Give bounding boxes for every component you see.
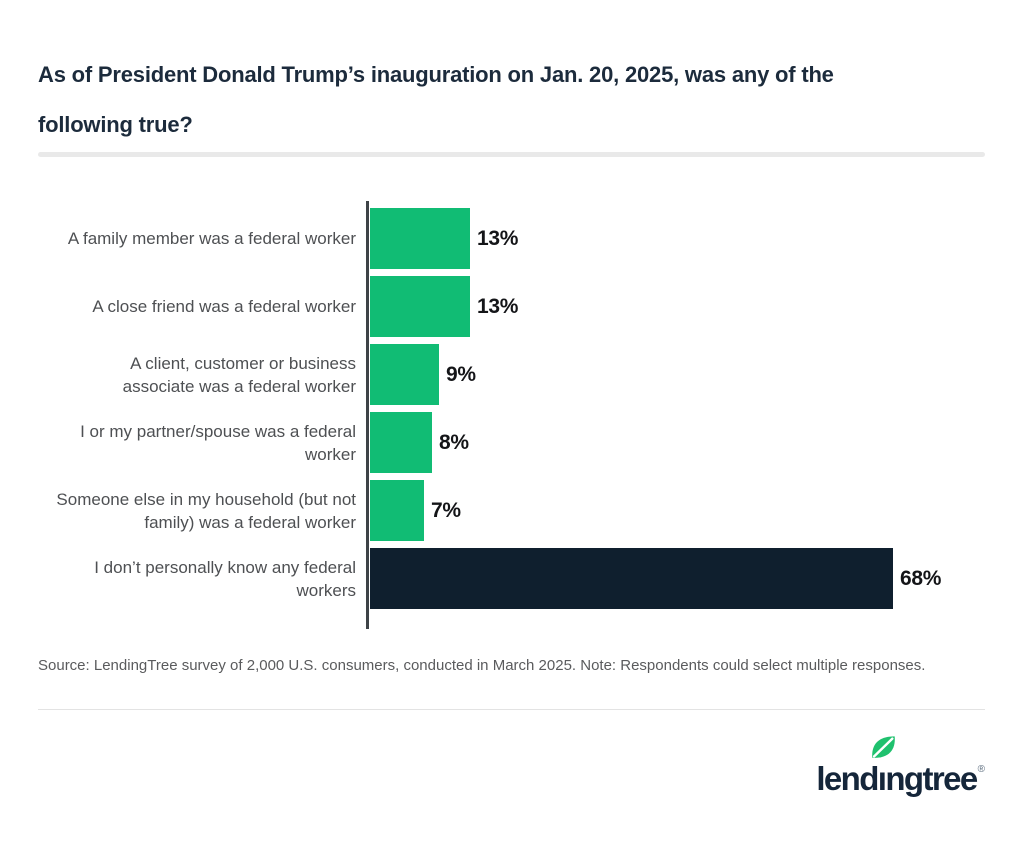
value-label: 68% bbox=[900, 566, 942, 590]
chart-title-line-1: As of President Donald Trump’s inaugurat… bbox=[38, 62, 834, 87]
registered-trademark: ® bbox=[977, 764, 985, 775]
value-label: 13% bbox=[477, 294, 519, 318]
bar-5 bbox=[370, 480, 424, 541]
leaf-icon bbox=[871, 736, 895, 758]
title-divider bbox=[38, 152, 985, 157]
chart-title-line-2: following true? bbox=[38, 112, 193, 137]
category-label: A client, customer or business associate… bbox=[122, 353, 356, 396]
category-label: I don’t personally know any federal work… bbox=[94, 557, 356, 600]
logo-text-lend: lend bbox=[816, 760, 879, 797]
bar-6 bbox=[370, 548, 893, 609]
lendingtree-logo: lend ı ngtree ® bbox=[816, 736, 985, 798]
chart-row: Someone else in my household (but not fa… bbox=[38, 480, 998, 541]
chart-row: I don’t personally know any federal work… bbox=[38, 548, 998, 609]
value-label: 9% bbox=[446, 362, 476, 386]
y-axis-line bbox=[366, 201, 369, 629]
chart-row: A client, customer or business associate… bbox=[38, 344, 998, 405]
footer-logo-row: lend ı ngtree ® bbox=[0, 736, 985, 798]
logo-letter-i: ı bbox=[871, 736, 895, 798]
footer-divider bbox=[38, 709, 985, 710]
bar-3 bbox=[370, 344, 439, 405]
value-label: 8% bbox=[439, 430, 469, 454]
chart-row: I or my partner/spouse was a federal wor… bbox=[38, 412, 998, 473]
infographic-page: As of President Donald Trump’s inaugurat… bbox=[0, 50, 1024, 863]
category-label: A close friend was a federal worker bbox=[92, 297, 356, 316]
value-label: 13% bbox=[477, 226, 519, 250]
value-label: 7% bbox=[431, 498, 461, 522]
category-label: I or my partner/spouse was a federal wor… bbox=[80, 421, 356, 464]
bar-2 bbox=[370, 276, 470, 337]
category-label: Someone else in my household (but not fa… bbox=[56, 489, 356, 532]
bar-4 bbox=[370, 412, 432, 473]
bar-chart: A family member was a federal worker 13% A… bbox=[38, 201, 998, 629]
source-note: Source: LendingTree survey of 2,000 U.S.… bbox=[38, 657, 926, 674]
category-label: A family member was a federal worker bbox=[67, 229, 356, 248]
chart-row: A family member was a federal worker 13% bbox=[38, 208, 998, 269]
bar-1 bbox=[370, 208, 470, 269]
logo-text-ngtree: ngtree bbox=[885, 760, 978, 797]
chart-rows: A family member was a federal worker 13% A… bbox=[38, 208, 998, 609]
chart-row: A close friend was a federal worker 13% bbox=[38, 276, 998, 337]
chart-title: As of President Donald Trump’s inaugurat… bbox=[38, 50, 986, 150]
